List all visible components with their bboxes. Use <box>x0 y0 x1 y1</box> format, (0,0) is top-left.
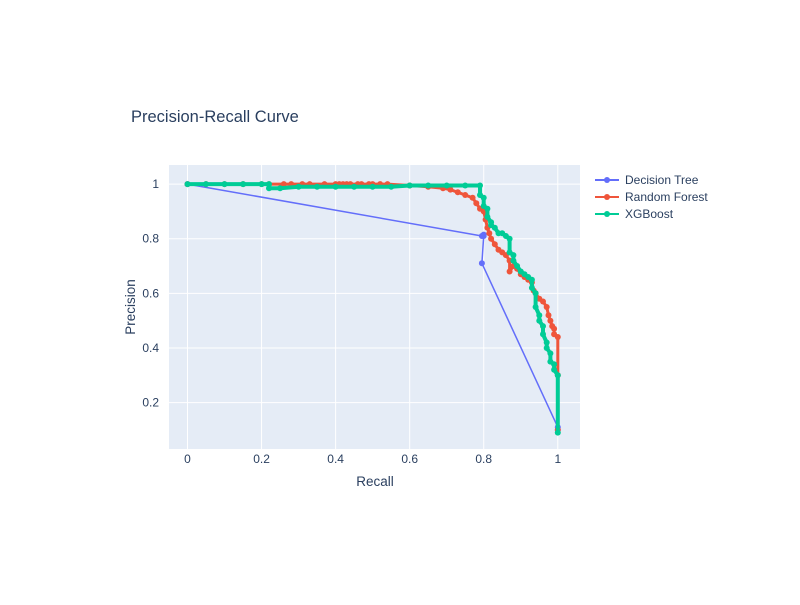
legend-label: Random Forest <box>625 190 708 204</box>
series-point-xgboost <box>543 345 550 351</box>
series-point-random-forest <box>551 325 558 332</box>
x-tick-label: 0 <box>184 452 191 466</box>
series-point-xgboost <box>388 183 395 190</box>
series-point-random-forest <box>488 235 495 242</box>
series-lines <box>184 181 561 436</box>
x-tick-label: 0.8 <box>475 452 492 466</box>
y-tick-label: 0.6 <box>142 286 159 300</box>
series-xgboost <box>184 181 561 436</box>
series-point-xgboost <box>266 185 272 192</box>
series-point-decision-tree <box>478 260 485 267</box>
series-point-xgboost <box>462 182 469 189</box>
series-point-xgboost <box>477 182 483 189</box>
series-point-random-forest <box>491 241 498 248</box>
series-point-xgboost <box>295 183 302 190</box>
y-axis-ticks: 0.2 0.4 0.6 0.8 1 <box>142 177 159 409</box>
series-point-xgboost <box>554 429 561 436</box>
series-point-xgboost <box>484 205 491 212</box>
x-tick-label: 0.2 <box>253 452 270 466</box>
series-point-xgboost <box>369 183 376 190</box>
x-tick-label: 0.4 <box>327 452 344 466</box>
legend-swatch-marker <box>604 194 610 200</box>
legend-item-random-forest[interactable]: Random Forest <box>595 190 708 204</box>
series-point-xgboost <box>547 350 554 357</box>
x-tick-label: 1 <box>554 452 561 466</box>
series-point-xgboost <box>510 257 517 264</box>
series-point-xgboost <box>443 182 450 189</box>
y-tick-label: 0.8 <box>142 232 159 246</box>
legend-swatch-marker <box>604 177 610 183</box>
y-axis-label: Precision <box>123 279 138 335</box>
series-point-random-forest <box>473 200 480 207</box>
series-point-xgboost <box>554 372 561 379</box>
series-point-xgboost <box>528 284 535 291</box>
plot-background <box>169 165 580 449</box>
series-point-random-forest <box>543 304 550 310</box>
series-point-random-forest <box>506 268 513 275</box>
series-point-random-forest <box>554 334 561 340</box>
series-point-decision-tree <box>480 233 487 239</box>
legend-swatch-marker <box>604 211 610 217</box>
series-point-random-forest <box>462 192 469 198</box>
series-point-xgboost <box>332 183 339 190</box>
series-point-xgboost <box>258 181 265 188</box>
series-point-xgboost <box>532 304 539 310</box>
legend-label: XGBoost <box>625 207 674 221</box>
series-point-random-forest <box>486 230 493 237</box>
series-point-xgboost <box>425 182 432 189</box>
series-point-xgboost <box>536 317 543 324</box>
x-axis-ticks: 0 0.2 0.4 0.6 0.8 1 <box>184 452 561 466</box>
series-point-random-forest <box>547 317 554 324</box>
series-point-xgboost <box>540 323 546 330</box>
series-point-random-forest <box>540 298 546 305</box>
series-point-xgboost <box>536 312 543 319</box>
y-tick-label: 1 <box>152 177 159 191</box>
series-point-xgboost <box>540 331 546 338</box>
series-point-xgboost <box>484 213 491 220</box>
series-point-random-forest <box>280 181 287 188</box>
x-axis-label: Recall <box>356 474 394 489</box>
series-point-xgboost <box>406 182 413 189</box>
chart-title: Precision-Recall Curve <box>131 108 299 126</box>
series-point-xgboost <box>266 181 272 188</box>
series-point-random-forest <box>454 189 461 196</box>
series-point-xgboost <box>528 276 535 283</box>
series-point-xgboost <box>240 181 247 188</box>
series-point-xgboost <box>314 183 321 190</box>
series-point-xgboost <box>277 185 284 192</box>
x-tick-label: 0.6 <box>401 452 418 466</box>
legend-item-xgboost[interactable]: XGBoost <box>595 207 674 221</box>
series-point-xgboost <box>551 366 558 373</box>
series-point-xgboost <box>506 235 513 242</box>
series-point-xgboost <box>221 181 228 188</box>
series-point-xgboost <box>184 181 191 188</box>
legend[interactable]: Decision Tree Random Forest XGBoost <box>595 173 708 221</box>
series-point-xgboost <box>514 263 521 269</box>
legend-label: Decision Tree <box>625 173 699 187</box>
series-point-xgboost <box>543 339 550 346</box>
series-point-random-forest <box>469 194 476 201</box>
y-tick-label: 0.2 <box>142 396 159 410</box>
series-point-xgboost <box>203 181 209 188</box>
series-point-xgboost <box>351 183 358 190</box>
series-point-xgboost <box>491 224 498 231</box>
y-tick-label: 0.4 <box>142 341 159 355</box>
series-point-random-forest <box>545 312 552 319</box>
legend-item-decision-tree[interactable]: Decision Tree <box>595 173 699 187</box>
series-point-xgboost <box>551 361 558 368</box>
series-point-xgboost <box>480 194 487 201</box>
series-point-random-forest <box>447 186 454 193</box>
series-point-xgboost <box>510 252 517 259</box>
series-point-xgboost <box>532 290 539 297</box>
